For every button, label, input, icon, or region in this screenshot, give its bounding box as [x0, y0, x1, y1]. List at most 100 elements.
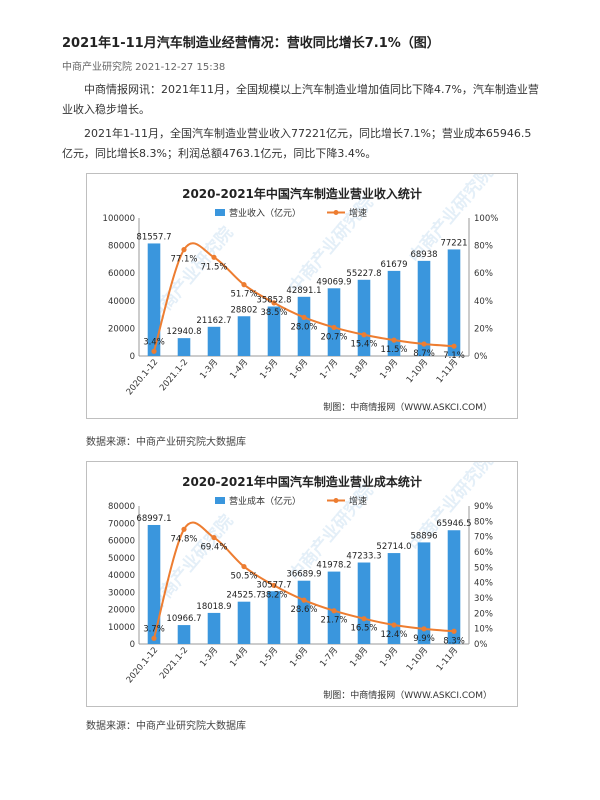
data-source-2: 数据来源：中商产业研究院大数据库	[86, 721, 246, 732]
growth-point	[151, 635, 157, 641]
bar	[387, 270, 401, 356]
growth-value-label: 12.4%	[380, 630, 407, 640]
x-category-label: 1-8月	[348, 358, 370, 382]
y-right-tick-label: 80%	[474, 517, 493, 527]
x-category-label: 1-5月	[258, 646, 280, 670]
bar	[147, 243, 161, 356]
bar	[327, 571, 341, 644]
bar	[417, 260, 431, 356]
growth-point	[271, 300, 277, 306]
growth-value-label: 28.6%	[290, 605, 317, 615]
data-source-1: 数据来源：中商产业研究院大数据库	[86, 437, 246, 448]
bar	[357, 279, 371, 356]
x-category-label: 1-8月	[348, 646, 370, 670]
bar	[357, 562, 371, 644]
y-right-tick-label: 20%	[474, 609, 493, 619]
growth-value-label: 8.3%	[443, 636, 465, 646]
x-category-label: 1-11月	[435, 646, 461, 674]
growth-point	[181, 247, 187, 253]
legend-line-marker	[333, 498, 339, 503]
y-left-tick-label: 20000	[108, 324, 135, 334]
legend: 营业收入（亿元） 增速	[215, 207, 367, 219]
bar-value-label: 61679	[380, 260, 407, 270]
y-left-tick-label: 40000	[108, 297, 135, 307]
bar-value-label: 28802	[230, 305, 257, 315]
bar	[207, 612, 221, 644]
article-meta: 中商产业研究院 2021-12-27 15:38	[62, 62, 226, 73]
legend-bar-label: 营业成本（亿元）	[229, 495, 301, 507]
y-right-tick-label: 0%	[474, 352, 488, 362]
growth-value-label: 3.4%	[143, 337, 165, 347]
article-title: 2021年1-11月汽车制造业经营情况：营收同比增长7.1%（图）	[62, 36, 440, 51]
revenue-chart-svg: 中商产业研究院 中商产业研究院 中商产业研究院2020-2021年中国汽车制造业营业…	[103, 174, 499, 413]
y-left-tick-label: 100000	[103, 214, 135, 224]
bar	[207, 326, 221, 356]
bar-value-label: 24525.7	[226, 591, 261, 601]
growth-point	[331, 608, 337, 614]
bar	[177, 338, 191, 356]
x-category-label: 1-6月	[288, 646, 310, 670]
bar-value-label: 36689.9	[286, 570, 321, 580]
chart-credit: 制图：中商情报网（WWW.ASKCI.COM）	[323, 401, 492, 413]
x-category-label: 1-4月	[228, 646, 250, 670]
growth-point	[391, 337, 397, 343]
bar-value-label: 18018.9	[196, 602, 231, 612]
bar-value-label: 55227.8	[346, 269, 381, 279]
x-category-label: 2020.1-12	[125, 358, 161, 398]
y-left-tick-label: 0	[130, 352, 135, 362]
bar-value-label: 52714.0	[376, 542, 411, 552]
x-category-label: 1-10月	[405, 358, 431, 386]
y-right-tick-label: 90%	[474, 502, 493, 512]
growth-value-label: 51.7%	[230, 290, 257, 300]
bar	[177, 625, 191, 644]
y-right-tick-label: 80%	[474, 242, 493, 252]
growth-point	[241, 282, 247, 288]
y-left-tick-label: 10000	[108, 623, 135, 633]
growth-point	[151, 348, 157, 354]
growth-value-label: 71.5%	[200, 262, 227, 272]
growth-point	[301, 314, 307, 320]
y-right-tick-label: 30%	[474, 594, 493, 604]
chart-title: 2020-2021年中国汽车制造业营业收入统计	[182, 186, 422, 201]
x-category-label: 1-9月	[378, 646, 400, 670]
growth-value-label: 77.1%	[170, 255, 197, 265]
bar	[297, 580, 311, 644]
bar-value-label: 81557.7	[136, 232, 171, 242]
y-left-tick-label: 40000	[108, 571, 135, 581]
bar-value-label: 35852.8	[256, 296, 291, 306]
y-right-tick-label: 40%	[474, 579, 493, 589]
bar-value-label: 41978.2	[316, 561, 351, 571]
growth-value-label: 16.5%	[350, 624, 377, 634]
y-left-tick-label: 80000	[108, 502, 135, 512]
bar	[147, 524, 161, 644]
bar-value-label: 42891.1	[286, 286, 321, 296]
y-left-tick-label: 50000	[108, 554, 135, 564]
growth-value-label: 38.5%	[260, 308, 287, 318]
x-category-label: 1-3月	[198, 646, 220, 670]
bar-value-label: 68997.1	[136, 514, 171, 524]
chart-title: 2020-2021年中国汽车制造业营业成本统计	[182, 474, 422, 489]
y-right-tick-label: 100%	[474, 214, 498, 224]
bar	[237, 601, 251, 644]
legend-line-label: 增速	[349, 207, 367, 219]
cost-chart-svg: 中商产业研究院 中商产业研究院 中商产业研究院2020-2021年中国汽车制造业营业…	[108, 462, 497, 701]
y-right-tick-label: 70%	[474, 533, 493, 543]
bar-value-label: 10966.7	[166, 614, 201, 624]
x-category-label: 1-9月	[378, 358, 400, 382]
y-left-tick-label: 60000	[108, 537, 135, 547]
growth-point	[361, 332, 367, 338]
growth-value-label: 7.1%	[443, 351, 465, 361]
legend-bar-swatch	[215, 497, 225, 504]
x-category-label: 1-4月	[228, 358, 250, 382]
bar-value-label: 77221	[440, 238, 467, 248]
growth-point	[241, 563, 247, 570]
x-category-label: 1-7月	[318, 646, 340, 670]
x-category-label: 1-3月	[198, 358, 220, 382]
growth-value-label: 50.5%	[230, 572, 257, 582]
growth-value-label: 38.2%	[260, 590, 287, 600]
growth-value-label: 9.9%	[413, 634, 435, 644]
growth-point	[271, 582, 277, 589]
bar	[417, 542, 431, 644]
bar-value-label: 47233.3	[346, 552, 381, 562]
